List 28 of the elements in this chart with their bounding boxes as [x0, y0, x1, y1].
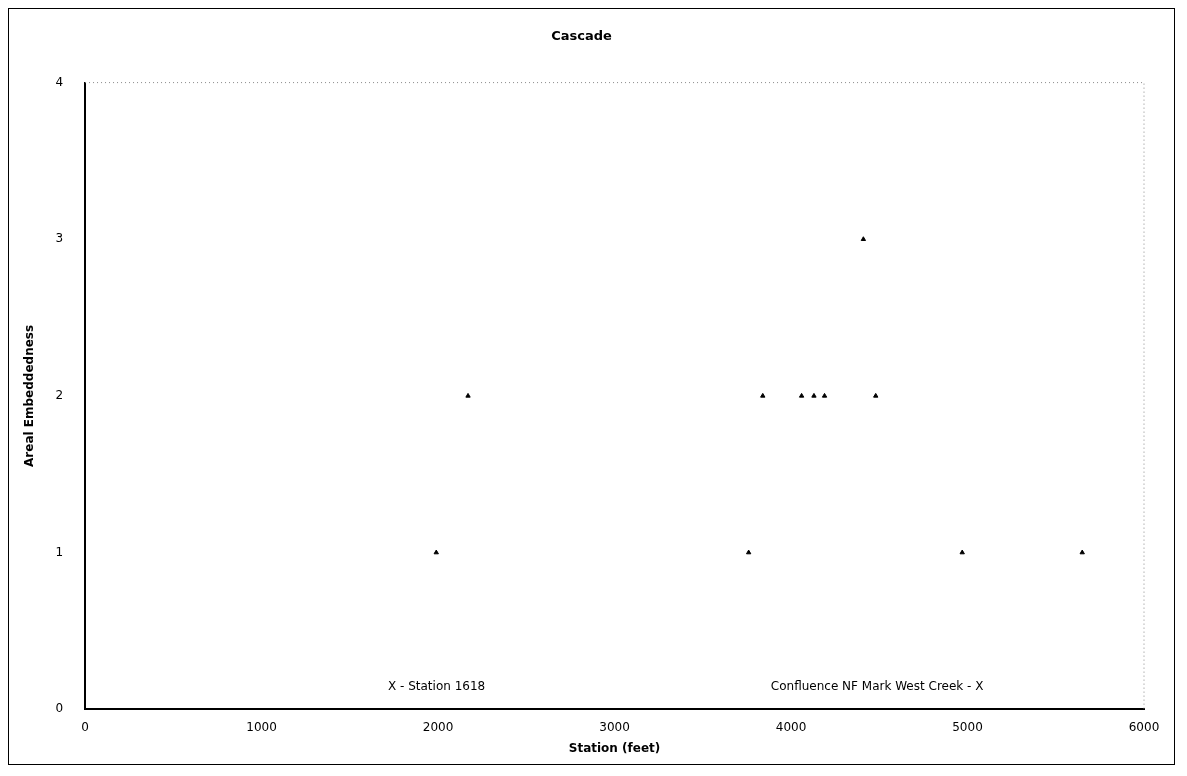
point	[798, 392, 805, 398]
y-tick-label: 4	[55, 74, 64, 89]
point	[873, 392, 879, 398]
y-tick-label: 0	[55, 701, 64, 716]
x-tick-label: 2000	[422, 719, 454, 734]
y-tick-label: 3	[55, 231, 64, 246]
point	[760, 392, 766, 398]
annotation: X - Station 1618	[388, 679, 486, 694]
point	[860, 236, 867, 241]
x-tick-label: 3000	[599, 719, 630, 734]
x-tick-label: 0	[81, 719, 89, 734]
x-tick-label: 1000	[246, 719, 277, 734]
x-tick-label: 4000	[775, 719, 807, 734]
x-axis-title: Station (feet)	[568, 740, 661, 755]
point	[821, 392, 828, 398]
point	[465, 392, 471, 398]
chart-title: Cascade	[551, 28, 613, 44]
x-tick-label: 5000	[952, 719, 983, 734]
point	[433, 549, 439, 555]
annotation: Confluence NF Mark West Creek - X	[770, 679, 984, 694]
point	[811, 392, 817, 398]
point	[959, 549, 965, 555]
point	[1079, 549, 1085, 555]
y-tick-label: 1	[55, 544, 64, 559]
point	[745, 549, 752, 555]
y-axis-title: Areal Embeddedness	[22, 324, 37, 467]
y-tick-label: 2	[55, 388, 64, 403]
x-tick-label: 6000	[1128, 719, 1160, 734]
